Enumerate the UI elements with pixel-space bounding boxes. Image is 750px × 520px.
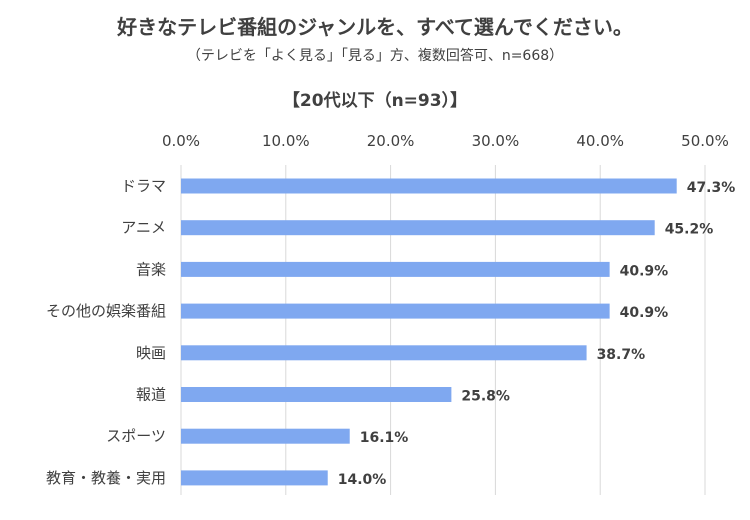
bar: [181, 261, 610, 277]
bar: [181, 220, 655, 236]
value-label: 38.7%: [597, 347, 646, 363]
category-label: ドラマ: [121, 177, 166, 195]
x-tick-label: 30.0%: [472, 132, 520, 150]
bar: [181, 428, 350, 444]
x-tick-label: 20.0%: [367, 132, 415, 150]
value-label: 16.1%: [360, 430, 409, 446]
x-tick-label: 0.0%: [162, 132, 200, 150]
value-labels: 47.3% 45.2% 40.9% 40.9% 38.7% 25.8% 16.1% 14.0%: [338, 180, 736, 488]
value-label: 14.0%: [338, 472, 387, 488]
bar: [181, 303, 610, 319]
category-label: スポーツ: [106, 427, 166, 445]
value-label: 47.3%: [687, 180, 736, 196]
value-label: 40.9%: [620, 263, 669, 279]
gridlines: [180, 165, 706, 495]
category-label: その他の娯楽番組: [46, 302, 166, 320]
value-label: 40.9%: [620, 305, 669, 321]
bar: [181, 387, 452, 402]
x-axis-ticks: 0.0% 10.0% 20.0% 30.0% 40.0% 50.0%: [162, 132, 729, 150]
chart-subtitle: （テレビを「よく見る」「見る」方、複数回答可、n=668）: [187, 47, 563, 64]
category-label: 映画: [136, 344, 166, 362]
category-label: 音楽: [136, 260, 166, 278]
value-label: 45.2%: [665, 222, 714, 238]
bar: [181, 178, 677, 194]
category-label: 教育・教養・実用: [46, 469, 166, 487]
category-label: アニメ: [121, 219, 166, 237]
chart-title: 好きなテレビ番組のジャンルを、すべて選んでください。: [116, 15, 633, 39]
x-tick-label: 50.0%: [681, 132, 729, 150]
bars: [181, 178, 677, 486]
group-label: 【20代以下（n=93）】: [283, 90, 467, 111]
x-tick-label: 40.0%: [576, 132, 624, 150]
value-label: 25.8%: [461, 389, 510, 405]
x-tick-label: 10.0%: [262, 132, 310, 150]
bar: [181, 470, 328, 486]
category-label: 報道: [136, 386, 166, 404]
bar: [181, 345, 587, 361]
